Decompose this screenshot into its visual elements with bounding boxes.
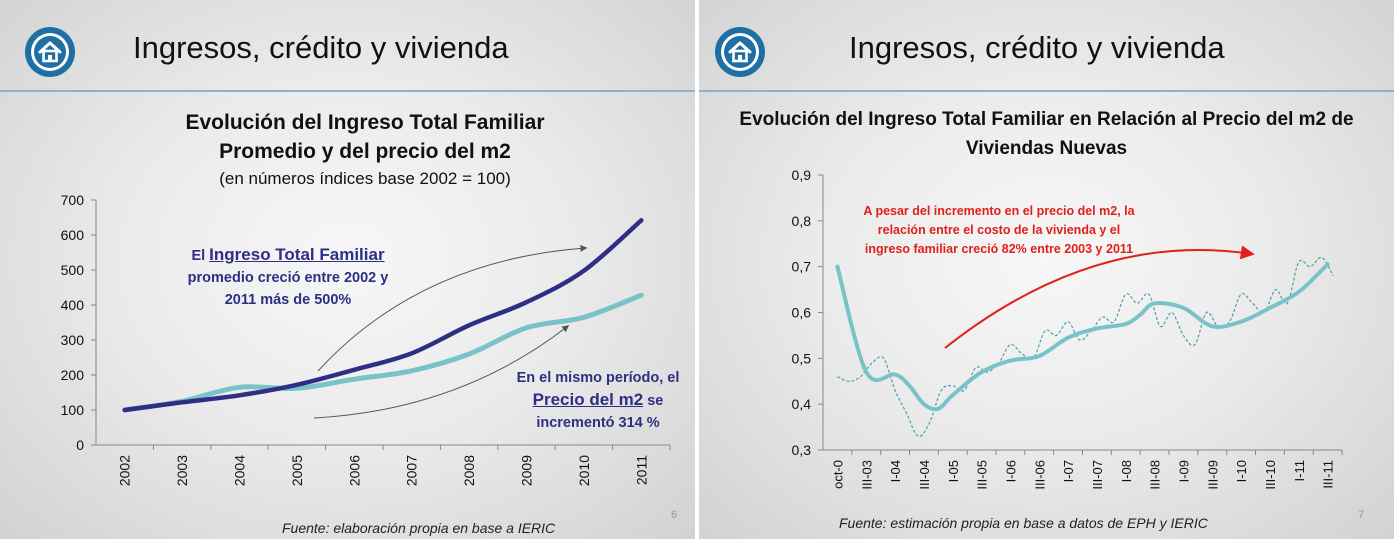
- x-tick-label: III-10: [1263, 460, 1278, 490]
- annotation-price-link: Precio del m2: [532, 390, 644, 409]
- x-tick-label: 2003: [174, 455, 190, 486]
- income-series-line: [122, 218, 644, 413]
- x-tick-label: III-09: [1205, 460, 1220, 490]
- y-tick-label: 0: [76, 437, 84, 453]
- x-tick-label: 2005: [289, 455, 305, 486]
- x-tick-label: 2002: [117, 455, 133, 486]
- x-tick-label: I-11: [1292, 460, 1307, 481]
- income-price-chart: 0 100 200 300 400 500 600 700 2002 2003 2004 2005 20…: [61, 192, 671, 486]
- x-tick-label: III-11: [1321, 460, 1336, 489]
- y-tick-label: 200: [61, 367, 85, 383]
- trend-arrow: [944, 245, 1255, 349]
- house-icon: [715, 27, 765, 77]
- house-icon: [25, 27, 75, 77]
- x-tick-label: 2009: [519, 455, 535, 486]
- y-tick-label: 0,6: [792, 305, 812, 321]
- x-tick-label: 2006: [346, 455, 362, 486]
- chart-title-line2: Promedio y del precio del m2: [219, 140, 511, 163]
- x-tick-label: 2008: [461, 455, 477, 486]
- header-divider: [699, 90, 1394, 92]
- x-tick-label: 2010: [576, 455, 592, 486]
- price-series-line: [122, 292, 644, 413]
- annotation-income-line2: promedio creció entre 2002 y: [187, 270, 389, 286]
- x-tick-label: III-04: [917, 460, 932, 490]
- x-tick-label: I-09: [1176, 460, 1191, 482]
- price-arrow: [313, 325, 570, 419]
- y-tick-label: 0,9: [792, 167, 812, 183]
- x-tick-label: III-05: [975, 460, 990, 490]
- annotation-price: En el mismo período, el Precio del m2 se…: [498, 367, 695, 434]
- x-tick-label: I-04: [888, 460, 903, 482]
- x-tick-label: I-08: [1119, 460, 1134, 482]
- y-tick-label: 0,8: [792, 213, 812, 229]
- annotation-price-line1: En el mismo período, el: [516, 370, 680, 386]
- x-tick-label: III-08: [1148, 460, 1163, 490]
- page-number: 7: [1358, 509, 1365, 521]
- slide-title: Ingresos, crédito y vivienda: [133, 30, 509, 65]
- chart-title-line1: Evolución del Ingreso Total Familiar: [185, 111, 545, 134]
- y-tick-label: 400: [61, 297, 85, 313]
- page-number: 6: [671, 509, 678, 521]
- x-tick-label: III-07: [1090, 460, 1105, 490]
- annotation-income: El Ingreso Total Familiar promedio creci…: [168, 244, 408, 311]
- header-divider: [0, 90, 695, 92]
- x-tick-label: I-10: [1234, 460, 1249, 482]
- annotation-ratio-line3: ingreso familiar creció 82% entre 2003 y…: [864, 242, 1134, 256]
- y-tick-label: 0,3: [792, 442, 812, 458]
- y-tick-label: 500: [61, 262, 85, 278]
- source-note: Fuente: elaboración propia en base a IER…: [282, 520, 556, 536]
- slide-ratio: Ingresos, crédito y vivienda Evolución d…: [699, 0, 1394, 539]
- x-tick-label: I-05: [946, 460, 961, 482]
- annotation-income-link: Ingreso Total Familiar: [209, 245, 385, 264]
- chart-title-line2: Viviendas Nuevas: [965, 138, 1128, 159]
- slide-title: Ingresos, crédito y vivienda: [849, 30, 1225, 65]
- y-tick-label: 0,7: [792, 259, 812, 275]
- annotation-price-line3: incrementó 314 %: [536, 415, 660, 431]
- x-tick-label: III-06: [1032, 460, 1047, 490]
- annotation-ratio-line1: A pesar del incremento en el precio del …: [863, 204, 1135, 218]
- annotation-ratio: A pesar del incremento en el precio del …: [839, 202, 1159, 259]
- x-tick-label: oct-0: [830, 460, 845, 489]
- annotation-price-post: se: [643, 393, 664, 409]
- y-tick-label: 300: [61, 332, 85, 348]
- x-tick-label: 2007: [404, 455, 420, 486]
- ratio-quarterly-dashed-line: [837, 256, 1334, 438]
- source-note: Fuente: estimación propia en base a dato…: [839, 515, 1208, 531]
- ratio-smoothed-line: [835, 262, 1330, 412]
- y-tick-label: 600: [61, 227, 85, 243]
- chart-title-line1: Evolución del Ingreso Total Familiar en …: [739, 109, 1354, 130]
- slide-income-price: Ingresos, crédito y vivienda Evolución d…: [0, 0, 695, 539]
- annotation-ratio-line2: relación entre el costo de la vivienda y…: [877, 223, 1121, 237]
- annotation-income-line3: 2011 más de 500%: [224, 292, 352, 308]
- chart-subtitle: (en números índices base 2002 = 100): [219, 169, 511, 188]
- annotation-income-pre: El: [191, 248, 210, 264]
- x-tick-label: 2011: [633, 455, 649, 485]
- x-tick-label: I-06: [1003, 460, 1018, 482]
- x-tick-label: I-07: [1061, 460, 1076, 482]
- ratio-chart: 0,3 0,4 0,5 0,6 0,7 0,8 0,9 oct-0 III-03 I-04 III-…: [792, 167, 1343, 490]
- y-tick-label: 100: [61, 402, 85, 418]
- y-tick-label: 700: [61, 192, 85, 208]
- y-tick-label: 0,5: [792, 350, 812, 366]
- income-arrow: [317, 244, 588, 372]
- x-tick-label: 2004: [232, 455, 248, 486]
- y-tick-label: 0,4: [792, 396, 812, 412]
- x-tick-label: III-03: [859, 460, 874, 490]
